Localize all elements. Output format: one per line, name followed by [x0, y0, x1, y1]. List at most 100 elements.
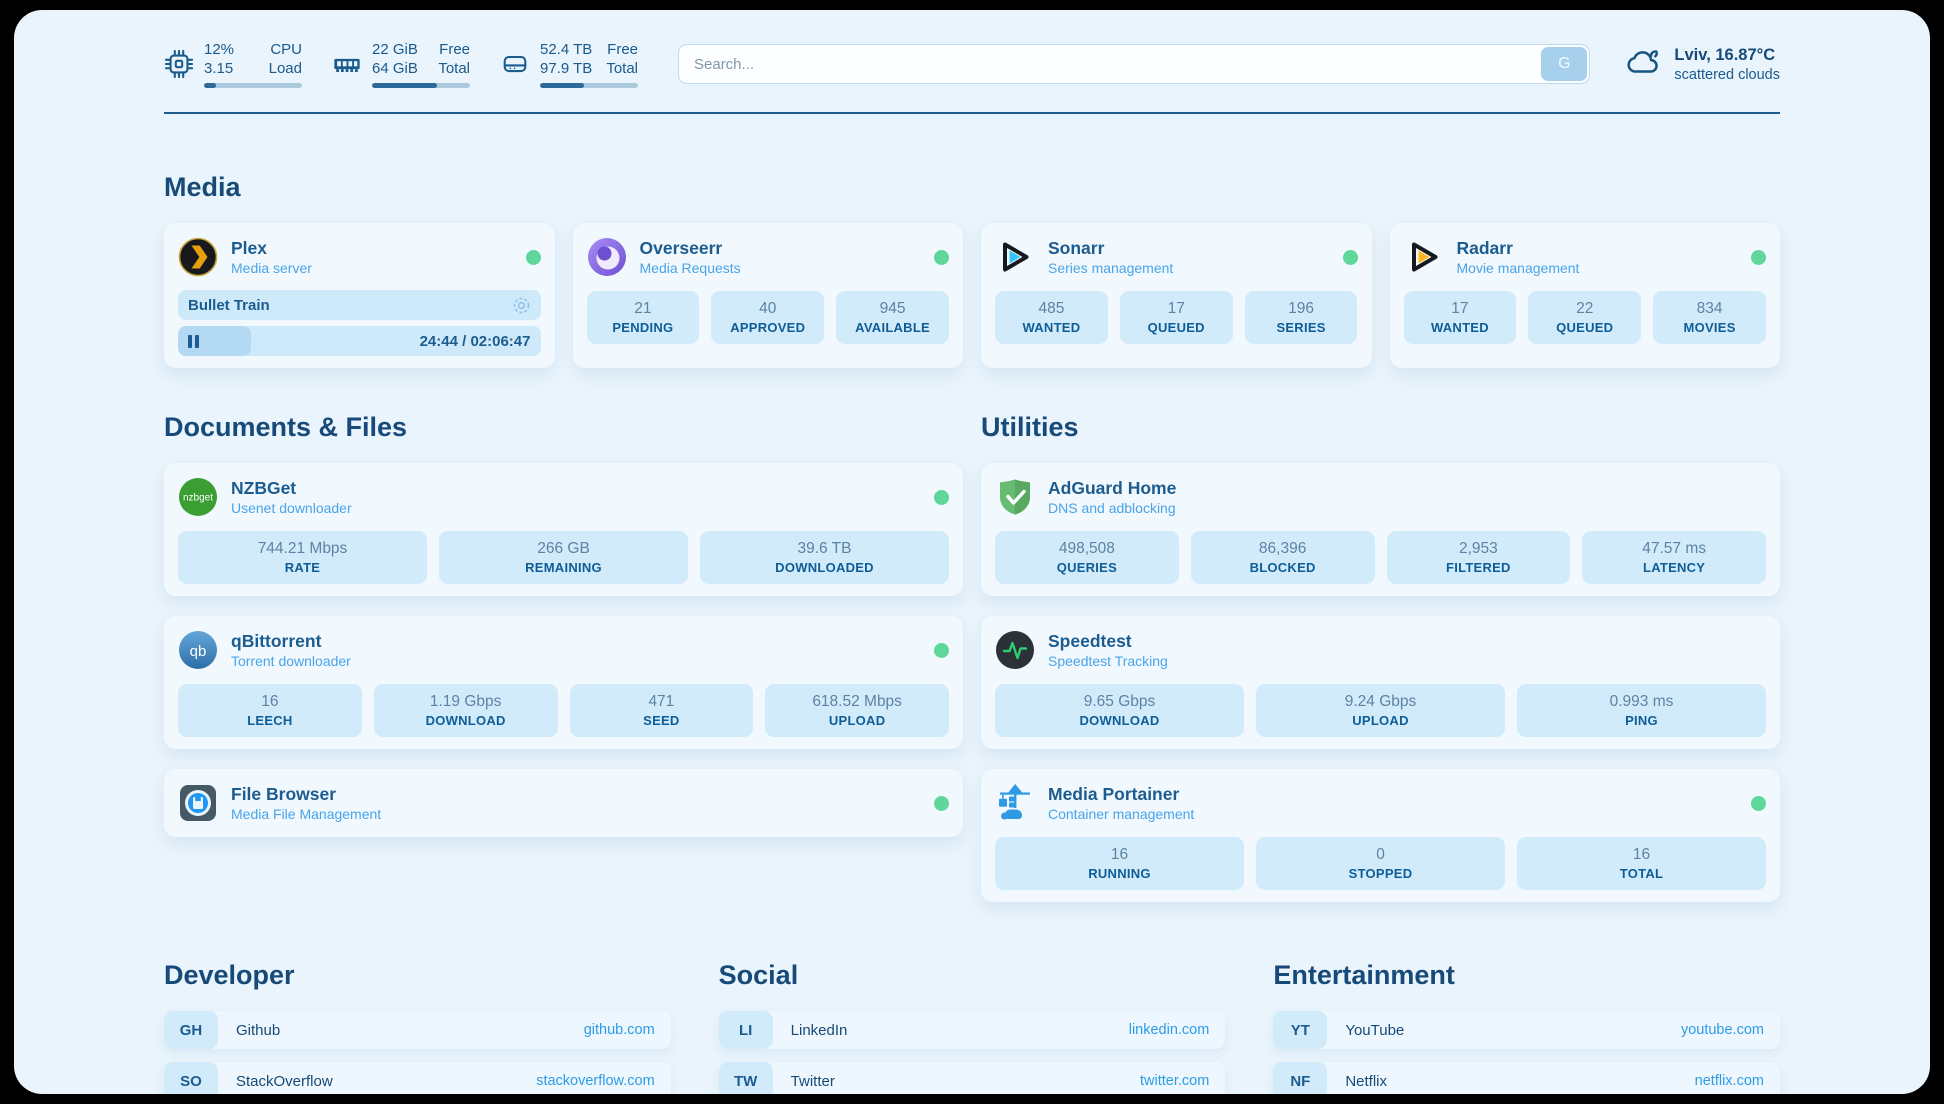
plex-icon [178, 237, 218, 277]
status-online-dot [1751, 795, 1766, 811]
disk-total-label: Total [606, 60, 638, 77]
disk-total-value: 97.9 TB [540, 60, 593, 77]
app-card-overseerr[interactable]: Overseerr Media Requests 21 PENDING 40 A… [572, 223, 963, 368]
app-subtitle: Speedtest Tracking [1048, 653, 1168, 669]
plex-now-playing: Bullet Train [178, 290, 541, 320]
link-row-github[interactable]: GH Github github.com [164, 1011, 671, 1049]
section-utilities: Utilities [981, 412, 1780, 902]
status-online-dot [934, 489, 949, 505]
cpu-usage-value: 12% [204, 41, 235, 58]
link-name: Twitter [790, 1072, 835, 1090]
link-row-twitter[interactable]: TW Twitter twitter.com [718, 1062, 1226, 1094]
app-card-filebrowser[interactable]: File Browser Media File Management [164, 769, 963, 837]
stat-box: 0 STOPPED [1256, 837, 1505, 890]
stat-box: 498,508 QUERIES [995, 531, 1179, 584]
link-name: Github [236, 1021, 281, 1039]
section-title-documents: Documents & Files [164, 412, 408, 442]
app-card-sonarr[interactable]: Sonarr Series management 485 WANTED 17 Q… [981, 223, 1372, 368]
stat-box: 39.6 TB DOWNLOADED [700, 531, 949, 584]
disk-free-label: Free [607, 41, 638, 58]
section-title-utilities: Utilities [981, 412, 1079, 442]
header-divider [164, 112, 1780, 114]
app-card-portainer[interactable]: Media Portainer Container management 16 … [981, 769, 1780, 902]
dashboard-panel: 12% CPU 3.15 Load [14, 10, 1930, 1094]
stat-box: 86,396 BLOCKED [1190, 531, 1375, 584]
stat-box: 17 WANTED [1403, 291, 1517, 344]
ram-icon [332, 49, 362, 79]
stat-box: 21 PENDING [586, 291, 700, 344]
search-bar: G [678, 44, 1591, 84]
now-playing-title: Bullet Train [188, 296, 270, 314]
status-online-dot [934, 249, 949, 265]
stat-box: 485 WANTED [995, 291, 1108, 344]
stat-box: 9.65 Gbps DOWNLOAD [995, 684, 1244, 737]
app-title: AdGuard Home [1048, 478, 1177, 498]
stat-box: 22 QUEUED [1528, 291, 1642, 344]
stat-box: 16 TOTAL [1517, 837, 1766, 890]
section-social: Social LI LinkedIn linkedin.com TW Twitt… [718, 960, 1226, 1094]
link-url[interactable]: linkedin.com [1128, 1022, 1210, 1038]
link-url[interactable]: github.com [583, 1022, 655, 1038]
pause-icon[interactable] [188, 334, 199, 348]
link-url[interactable]: twitter.com [1140, 1073, 1210, 1089]
cpu-load-value: 3.15 [204, 60, 234, 77]
link-url[interactable]: stackoverflow.com [536, 1073, 655, 1089]
app-card-nzbget[interactable]: nzbget NZBGet Usenet downloader 74 [164, 463, 963, 596]
disk-icon [500, 49, 530, 79]
disk-free-value: 52.4 TB [540, 41, 593, 58]
app-subtitle: Usenet downloader [231, 500, 352, 516]
app-card-radarr[interactable]: Radarr Movie management 17 WANTED 22 QUE… [1389, 223, 1780, 368]
section-title-social: Social [718, 960, 799, 990]
status-online-dot [525, 249, 541, 265]
status-online-dot [934, 642, 949, 658]
status-online-dot [934, 795, 949, 811]
link-row-netflix[interactable]: NF Netflix netflix.com [1273, 1062, 1780, 1094]
github-badge: GH [164, 1011, 218, 1049]
app-subtitle: Media File Management [231, 806, 382, 822]
link-name: StackOverflow [236, 1072, 333, 1090]
link-row-youtube[interactable]: YT YouTube youtube.com [1273, 1011, 1780, 1049]
stackoverflow-badge: SO [164, 1062, 218, 1094]
session-icon[interactable] [512, 296, 531, 315]
section-title-media: Media [164, 172, 241, 202]
app-card-speedtest[interactable]: Speedtest Speedtest Tracking 9.65 Gbps D… [981, 616, 1780, 749]
stat-box: 945 AVAILABLE [836, 291, 949, 344]
link-row-stackoverflow[interactable]: SO StackOverflow stackoverflow.com [164, 1062, 671, 1094]
link-name: Netflix [1345, 1072, 1388, 1090]
app-title: Speedtest [1048, 631, 1132, 651]
section-media: Media Plex Media server [164, 172, 1780, 368]
link-url[interactable]: youtube.com [1680, 1022, 1764, 1038]
app-card-qbittorrent[interactable]: qb qBittorrent Torrent downloader [164, 616, 963, 749]
status-online-dot [1751, 249, 1766, 265]
app-title: NZBGet [231, 478, 297, 498]
ram-total-value: 64 GiB [372, 60, 418, 77]
search-engine-button[interactable]: G [1541, 47, 1588, 81]
cpu-icon [164, 49, 194, 79]
netflix-badge: NF [1273, 1062, 1328, 1094]
app-title: Sonarr [1048, 238, 1105, 258]
section-entertainment: Entertainment YT YouTube youtube.com NF … [1273, 960, 1780, 1094]
section-documents: Documents & Files nzbget [164, 412, 963, 837]
search-input[interactable] [678, 44, 1591, 84]
app-title: Plex [231, 238, 267, 258]
app-card-plex[interactable]: Plex Media server Bullet Train [164, 223, 555, 368]
link-url[interactable]: netflix.com [1694, 1073, 1764, 1089]
ram-progress-bar [372, 83, 470, 88]
weather-condition: scattered clouds [1674, 66, 1780, 83]
app-card-adguard[interactable]: AdGuard Home DNS and adblocking 498,508 … [981, 463, 1780, 596]
cpu-label: CPU [270, 41, 302, 58]
link-name: LinkedIn [790, 1021, 848, 1039]
stat-box: 834 MOVIES [1653, 291, 1766, 344]
stat-box: 16 RUNNING [995, 837, 1244, 890]
stat-box: 0.993 ms PING [1517, 684, 1766, 737]
link-row-linkedin[interactable]: LI LinkedIn linkedin.com [718, 1011, 1226, 1049]
stat-box: 266 GB REMAINING [439, 531, 688, 584]
cpu-progress-bar [204, 83, 302, 88]
section-title-developer: Developer [164, 960, 295, 990]
ram-free-label: Free [439, 41, 470, 58]
section-title-entertainment: Entertainment [1273, 960, 1455, 990]
twitter-badge: TW [718, 1062, 773, 1094]
app-title: Overseerr [639, 238, 723, 258]
app-subtitle: Media server [231, 260, 312, 276]
svg-text:nzbget: nzbget [183, 493, 213, 504]
